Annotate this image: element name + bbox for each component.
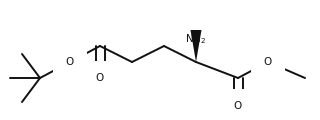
Text: O: O (66, 57, 74, 67)
Text: NH$_2$: NH$_2$ (185, 32, 207, 46)
Text: O: O (234, 101, 242, 111)
Text: O: O (96, 73, 104, 83)
Text: O: O (264, 57, 272, 67)
Polygon shape (190, 30, 202, 62)
